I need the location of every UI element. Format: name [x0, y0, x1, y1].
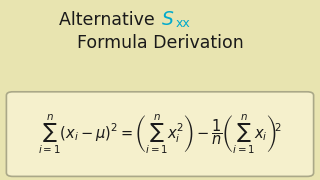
Text: $\sum_{i=1}^{n}(x_i - \mu)^2 = \left(\sum_{i=1}^{n} x_i^2\right) - \dfrac{1}{n}\: $\sum_{i=1}^{n}(x_i - \mu)^2 = \left(\su… [38, 112, 282, 156]
FancyBboxPatch shape [6, 92, 314, 176]
Text: Alternative: Alternative [59, 11, 160, 29]
Text: Formula Derivation: Formula Derivation [76, 34, 244, 52]
Text: $S$: $S$ [161, 10, 174, 29]
Text: xx: xx [175, 17, 190, 30]
